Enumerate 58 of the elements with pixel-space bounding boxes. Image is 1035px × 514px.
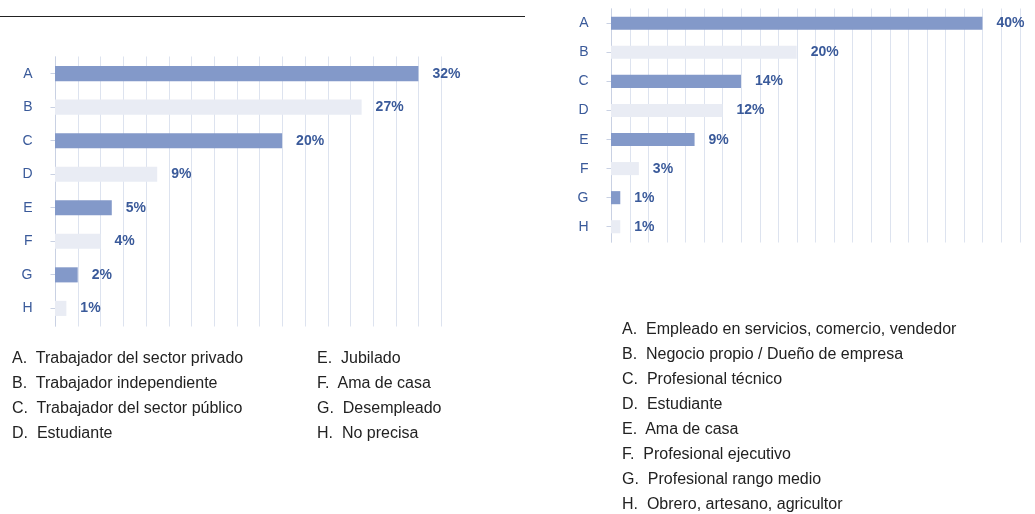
bar — [55, 300, 67, 316]
bar — [611, 74, 741, 88]
y-tick-label: G — [577, 188, 589, 205]
y-tick-label: G — [21, 265, 33, 282]
bar — [611, 132, 695, 147]
data-label: 2% — [91, 265, 113, 282]
text: D. Estudiante — [622, 394, 724, 414]
y-tick-label: B — [579, 43, 589, 60]
data-label: 40% — [996, 14, 1025, 31]
y-tick-label: E — [579, 130, 589, 147]
text: F. Profesional ejecutivo — [622, 444, 792, 464]
data-label: 20% — [810, 43, 840, 60]
data-label: 5% — [125, 198, 147, 215]
data-label: 1% — [634, 188, 656, 205]
y-tick-label: F — [23, 232, 33, 249]
data-label: 20% — [296, 131, 325, 148]
data-label: 9% — [171, 165, 192, 182]
data-label: 3% — [652, 159, 674, 176]
y-tick-label: A — [579, 14, 590, 31]
text: B. Negocio propio / Dueño de empresa — [622, 344, 905, 364]
bar — [55, 66, 419, 82]
text: G. Desempleado — [317, 398, 443, 418]
text: H. Obrero, artesano, agricultor — [622, 494, 844, 514]
y-tick-label: A — [23, 64, 34, 81]
text: C. Profesional técnico — [622, 369, 784, 389]
y-tick-label: D — [22, 165, 33, 182]
data-label: 1% — [634, 217, 656, 234]
bar — [55, 200, 112, 216]
text: B. Trabajador independiente — [12, 373, 219, 393]
data-label: 12% — [736, 101, 765, 118]
text: F. Ama de casa — [317, 373, 432, 393]
y-tick-label: E — [23, 198, 33, 215]
y-tick-label: D — [578, 101, 589, 118]
data-label: 14% — [755, 72, 784, 89]
bar — [55, 133, 283, 149]
bar — [611, 16, 983, 30]
text: A. Empleado en servicios, comercio, vendedor — [622, 319, 958, 339]
y-tick-label: F — [579, 159, 589, 176]
bar — [55, 267, 78, 283]
text: C. Trabajador del sector público — [12, 398, 244, 418]
y-tick-label: C — [578, 72, 589, 89]
text: D. Estudiante — [12, 423, 114, 443]
data-label: 9% — [708, 130, 730, 147]
y-tick-label: C — [22, 131, 33, 148]
text: E. Jubilado — [317, 348, 402, 368]
y-tick-label: H — [22, 299, 33, 316]
data-label: 4% — [114, 232, 136, 249]
text: E. Ama de casa — [622, 419, 740, 439]
y-tick-label: H — [578, 217, 589, 234]
data-label: 1% — [80, 299, 102, 316]
bar — [611, 220, 621, 234]
text: A. Trabajador del sector privado — [12, 348, 245, 368]
data-label: 27% — [375, 98, 405, 115]
text: H. No precisa — [317, 423, 420, 443]
text: G. Profesional rango medio — [622, 469, 823, 489]
bar — [611, 191, 621, 205]
data-label: 32% — [432, 64, 461, 81]
y-tick-label: B — [23, 98, 33, 115]
